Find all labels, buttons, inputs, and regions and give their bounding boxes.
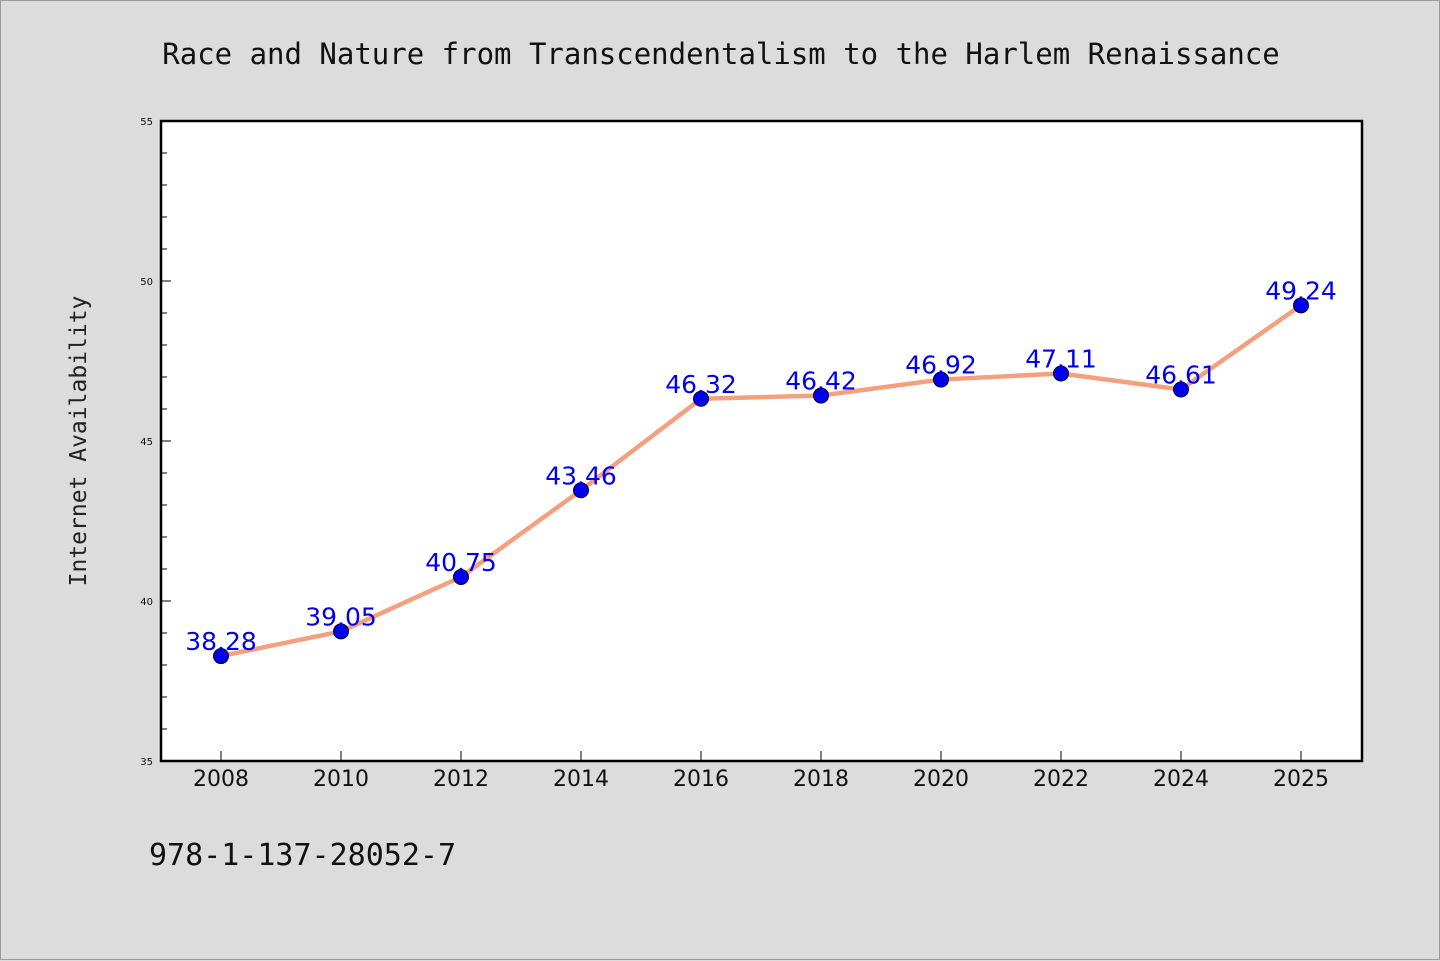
plot-area [159, 119, 1364, 763]
data-point [1293, 297, 1309, 314]
y-tick-label: 45 [140, 437, 153, 448]
y-axis-label: Internet Availability [66, 296, 92, 587]
data-label: 40.75 [425, 548, 497, 577]
x-tick-label: 2014 [553, 767, 609, 792]
data-label: 46.61 [1145, 360, 1217, 389]
data-label: 43.46 [545, 461, 617, 490]
x-tick-label: 2010 [313, 767, 369, 792]
data-label: 39.05 [305, 602, 377, 631]
data-point [1173, 381, 1189, 398]
series-line [220, 303, 1303, 659]
y-tick-label: 35 [140, 757, 153, 768]
data-label: 47.11 [1025, 344, 1097, 373]
data-label: 38.28 [185, 627, 257, 656]
data-label: 46.92 [905, 351, 977, 380]
y-tick-label: 40 [140, 597, 153, 608]
x-tick-label: 2025 [1273, 767, 1329, 792]
data-point [453, 569, 469, 585]
x-tick-label: 2020 [913, 767, 969, 792]
data-label: 46.32 [665, 370, 737, 399]
data-point [213, 648, 229, 665]
x-axis: 2008 2010 2012 2014 2016 2018 2020 2022 2024 2025 [193, 751, 1329, 792]
isbn-footer: 978-1-137-28052-7 [149, 838, 456, 873]
x-tick-label: 2024 [1153, 767, 1209, 792]
data-label: 46.42 [785, 367, 857, 396]
data-point [933, 371, 949, 388]
y-tick-label: 50 [140, 277, 153, 288]
x-tick-label: 2012 [433, 767, 489, 792]
x-tick-label: 2016 [673, 767, 729, 792]
data-point [333, 623, 349, 640]
data-label: 49.24 [1265, 276, 1337, 305]
x-tick-label: 2018 [793, 767, 849, 792]
data-point [573, 482, 589, 499]
y-tick-label: 55 [140, 117, 153, 128]
data-point [813, 387, 829, 404]
x-tick-label: 2008 [193, 767, 249, 792]
y-axis: 35 40 45 50 55 [140, 117, 171, 768]
data-point [693, 390, 709, 407]
series-markers [213, 297, 1309, 665]
x-tick-label: 2022 [1033, 767, 1089, 792]
chart-title: Race and Nature from Transcendentalism t… [162, 37, 1279, 71]
data-labels: 38.28 39.05 40.75 43.46 46.32 46.42 46.92 47.11… [185, 276, 1337, 656]
data-point [1053, 365, 1069, 382]
